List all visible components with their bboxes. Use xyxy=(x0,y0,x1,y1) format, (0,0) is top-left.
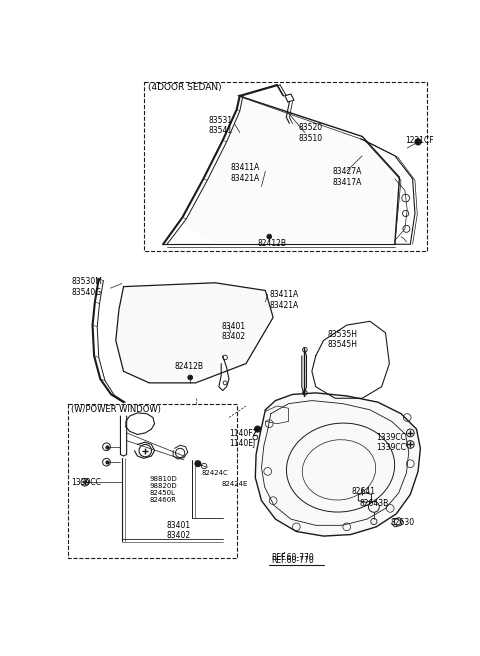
Bar xyxy=(68,403,237,558)
Text: 83411A
83421A: 83411A 83421A xyxy=(230,163,260,183)
Text: 83531
83541: 83531 83541 xyxy=(209,115,233,135)
Text: 1339CC
1339CC: 1339CC 1339CC xyxy=(376,433,406,453)
Polygon shape xyxy=(186,97,393,242)
Text: 82643B: 82643B xyxy=(359,499,388,508)
Text: (4DOOR SEDAN): (4DOOR SEDAN) xyxy=(148,83,222,92)
Text: 83427A
83417A: 83427A 83417A xyxy=(333,167,362,187)
Text: 83535H
83545H: 83535H 83545H xyxy=(327,330,358,349)
Text: REF.60-770: REF.60-770 xyxy=(271,553,313,562)
Circle shape xyxy=(267,234,272,239)
Text: 83530M
83540G: 83530M 83540G xyxy=(72,277,103,297)
Text: 83520
83510: 83520 83510 xyxy=(299,123,323,143)
Circle shape xyxy=(195,461,201,467)
Text: 82424E: 82424E xyxy=(221,481,248,487)
Circle shape xyxy=(415,139,421,145)
Text: 1221CF: 1221CF xyxy=(405,136,433,145)
Circle shape xyxy=(188,375,192,380)
Text: 82630: 82630 xyxy=(390,518,414,527)
Text: REF.60-770: REF.60-770 xyxy=(271,556,313,565)
Circle shape xyxy=(254,426,261,432)
Text: 82412B: 82412B xyxy=(258,239,287,248)
Text: 83411A
83421A: 83411A 83421A xyxy=(269,291,299,310)
Bar xyxy=(144,82,427,251)
Text: (W/POWER WINDOW): (W/POWER WINDOW) xyxy=(71,405,161,414)
Text: 83401
83402: 83401 83402 xyxy=(221,322,245,341)
Text: 1140FZ
1140EJ: 1140FZ 1140EJ xyxy=(229,429,258,449)
Text: 1339CC: 1339CC xyxy=(71,478,101,487)
Polygon shape xyxy=(255,393,420,536)
Text: 82641: 82641 xyxy=(351,487,375,496)
Polygon shape xyxy=(116,283,273,383)
Text: 82424C: 82424C xyxy=(201,470,228,476)
Text: 82412B: 82412B xyxy=(175,362,204,371)
Text: 83401
83402: 83401 83402 xyxy=(167,521,191,540)
Text: 98810D
98820D
82450L
82460R: 98810D 98820D 82450L 82460R xyxy=(149,476,177,503)
